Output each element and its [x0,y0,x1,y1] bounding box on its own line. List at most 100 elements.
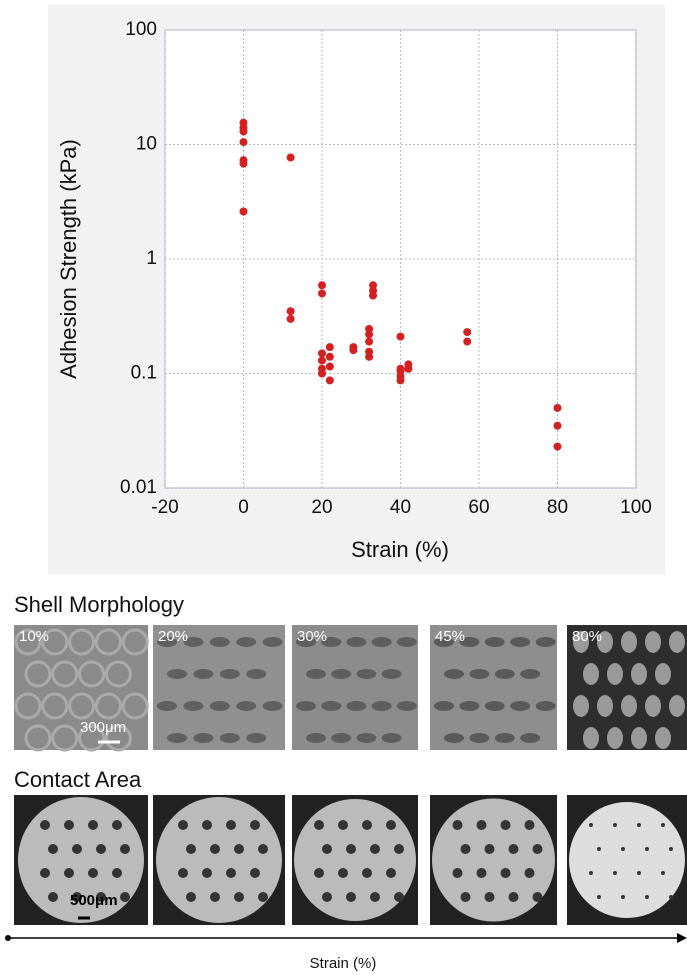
shell-feature [24,660,52,688]
contact-disc [569,802,685,918]
x-tick-label: 0 [238,497,249,518]
contact-feature [637,871,641,875]
shell-feature [607,727,623,749]
x-axis-label: Strain (%) [351,537,449,562]
contact-scale: 500μm [70,892,118,909]
data-point [553,403,562,412]
contact-feature [524,868,535,878]
shell-feature [371,637,392,647]
shell-feature [371,701,392,711]
contact-feature [202,868,212,878]
contact-feature [96,844,106,854]
y-tick-label: 100 [125,19,157,40]
shell-feature [631,663,647,685]
contact-feature [48,844,58,854]
data-point [553,442,562,451]
shell-feature [396,701,417,711]
shell-feature [236,701,257,711]
shell-feature [193,733,214,743]
data-point [553,421,562,430]
shell-feature [346,701,367,711]
x-tick-label: 100 [620,497,652,518]
shell-feature [535,701,556,711]
data-point [286,314,295,323]
contact-feature [346,892,356,902]
shell-feature [434,701,454,711]
shell-title: Shell Morphology [14,592,184,617]
contact-feature [258,844,268,854]
data-point [318,349,326,358]
contact-feature [186,892,196,902]
contact-feature [386,868,396,878]
contact-feature [234,844,244,854]
shell-feature [321,701,342,711]
y-axis-label: Adhesion Strength (kPa) [56,139,81,379]
contact-feature [476,868,487,878]
contact-feature [88,868,98,878]
contact-feature [96,892,106,902]
contact-feature [346,844,356,854]
contact-feature [186,844,196,854]
data-point [318,369,326,378]
shell-feature [262,701,283,711]
shell-feature [469,733,490,743]
contact-feature [234,892,244,902]
shell-feature [209,637,230,647]
shell-feature [41,628,69,656]
shell-feature [167,733,187,743]
contact-feature [589,823,593,827]
shell-feature [645,631,661,653]
shell-feature [655,663,671,685]
contact-feature [112,820,122,830]
image-panels: 10% 20% 30% 45% 80% 300μm 500μm [14,625,687,925]
data-point [404,364,413,373]
shell-feature [24,724,52,752]
shell-feature [444,669,464,679]
shell-feature [246,733,267,743]
x-tick-label: 80 [547,497,568,518]
data-point [239,138,248,147]
data-point [325,376,334,385]
contact-feature [202,820,212,830]
shell-feature [157,701,177,711]
shell-feature [68,628,96,656]
contact-feature [226,868,236,878]
contact-feature [394,892,404,902]
shell-feature [306,669,326,679]
shell-feature [444,733,464,743]
shell-feature [381,669,402,679]
shell-strain-label: 20% [158,628,188,645]
contact-feature [258,892,268,902]
data-point [396,332,405,341]
shell-feature [484,701,505,711]
shell-feature [219,669,240,679]
contact-feature [120,892,130,902]
data-point [318,356,326,365]
shell-feature [183,637,204,647]
contact-feature [314,820,324,830]
data-point [239,207,248,216]
shell-feature [459,701,480,711]
contact-feature [72,892,82,902]
contact-feature [250,868,260,878]
contact-disc [432,798,555,922]
contact-feature [597,847,601,851]
contact-feature [370,892,380,902]
shell-feature [246,669,267,679]
shell-feature [296,701,316,711]
shell-feature [510,701,531,711]
shell-feature [94,692,122,720]
arrow-head [677,933,687,943]
shell-feature [669,631,685,653]
contact-feature [661,871,665,875]
shell-feature [104,660,132,688]
contact-feature [452,868,463,878]
x-tick-label: 60 [468,497,489,518]
contact-disc [18,797,144,923]
shell-strain-label: 10% [19,628,49,645]
contact-feature [460,892,471,902]
shell-feature [583,727,599,749]
shell-feature [520,733,541,743]
shell-feature [296,637,316,647]
